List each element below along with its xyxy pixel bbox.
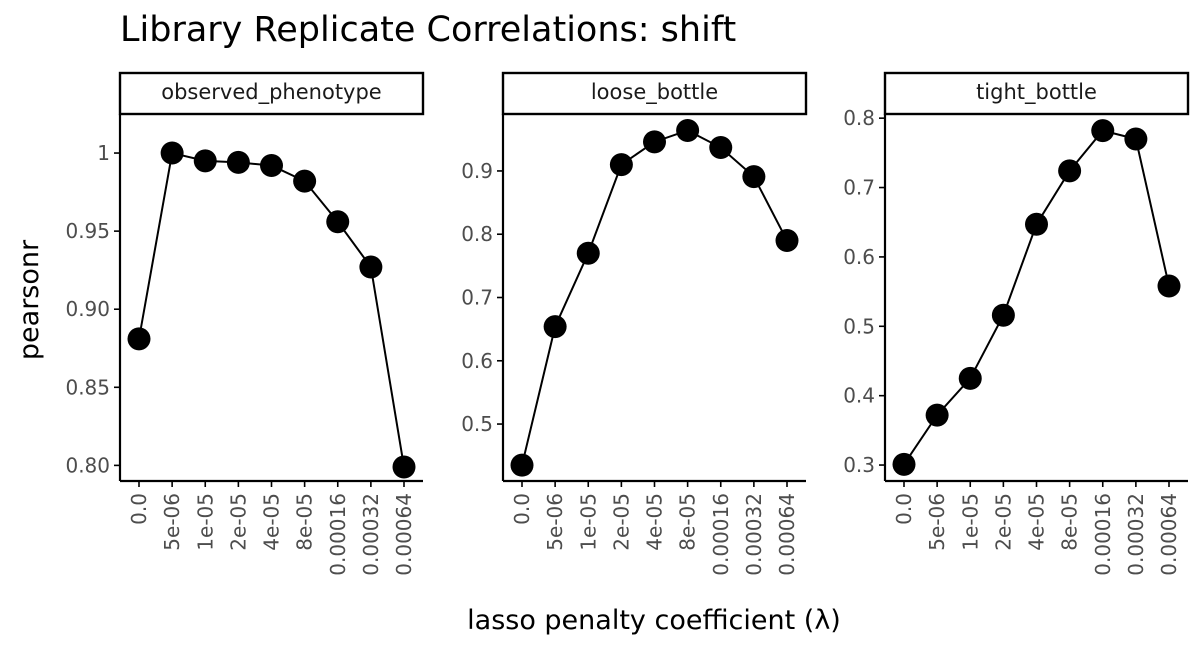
facet-strip — [501, 71, 808, 116]
x-tick-label: 5e-06 — [543, 493, 567, 551]
x-tick-label: 5e-06 — [925, 493, 949, 551]
x-tick-label: 0.0 — [892, 493, 916, 525]
facet-strip-label: loose_bottle — [591, 80, 718, 105]
series-line — [138, 151, 405, 468]
data-point — [1091, 119, 1115, 143]
x-tick-label: 0.00032 — [1124, 493, 1148, 576]
data-point — [676, 118, 700, 142]
x-tick-label: 0.0 — [510, 493, 534, 525]
data-point — [742, 165, 766, 189]
data-point — [293, 169, 317, 193]
y-tick-label: 0.6 — [461, 349, 493, 373]
y-tick-label: 0.8 — [461, 222, 493, 246]
data-point — [226, 150, 250, 174]
y-tick-label: 0.80 — [65, 453, 110, 477]
data-point — [326, 210, 350, 234]
facet-strip — [118, 71, 425, 116]
y-tick-label: 0.8 — [843, 106, 875, 130]
panel-observed-phenotype: observed_phenotype 0.80 0.85 0.90 0.95 1 0.0 5e… — [65, 71, 425, 576]
x-tick-label: 0.00016 — [1091, 493, 1115, 576]
x-tick-label: 0.00064 — [392, 493, 416, 576]
data-point — [709, 136, 733, 160]
x-tick-label: 4e-05 — [260, 493, 284, 551]
y-tick-label: 0.7 — [843, 176, 875, 200]
data-point — [359, 255, 383, 279]
x-tick-label: 2e-05 — [991, 493, 1015, 551]
x-tick-label: 0.00032 — [742, 493, 766, 576]
y-tick-label: 0.95 — [65, 219, 110, 243]
data-point — [643, 130, 666, 154]
data-point — [543, 315, 567, 339]
x-tick-label: 4e-05 — [1025, 493, 1049, 551]
x-tick-label: 0.00016 — [326, 493, 350, 576]
y-tick-label: 0.6 — [843, 245, 875, 269]
data-point — [609, 153, 633, 177]
x-tick-label: 2e-05 — [609, 493, 633, 551]
panel-tight-bottle: tight_bottle 0.3 0.4 0.5 0.6 0.7 0.8 0.0 5e-06 1e… — [843, 71, 1190, 576]
data-point — [892, 452, 916, 476]
data-point — [510, 453, 534, 477]
x-tick-label: 5e-06 — [160, 493, 184, 551]
x-tick-label: 1e-05 — [576, 493, 600, 551]
data-point — [775, 229, 799, 253]
data-point — [1058, 159, 1082, 183]
x-tick-label: 4e-05 — [643, 493, 667, 551]
data-point — [1124, 127, 1148, 151]
chart-title: Library Replicate Correlations: shift — [120, 10, 736, 50]
data-point — [1025, 212, 1048, 236]
y-tick-label: 0.90 — [65, 297, 110, 321]
data-point — [193, 149, 217, 173]
y-tick-label: 0.7 — [461, 286, 493, 310]
x-tick-label: 1e-05 — [958, 493, 982, 551]
data-point — [925, 403, 949, 427]
data-point — [260, 154, 283, 178]
x-tick-label: 1e-05 — [193, 493, 217, 551]
y-tick-label: 0.9 — [461, 159, 493, 183]
x-tick-label: 8e-05 — [293, 493, 317, 551]
data-point — [127, 327, 151, 351]
x-tick-label: 0.00064 — [775, 493, 799, 576]
y-tick-label: 0.5 — [461, 412, 493, 436]
facet-strip-label: tight_bottle — [976, 80, 1097, 105]
data-point — [1157, 274, 1181, 298]
y-tick-label: 0.5 — [843, 314, 875, 338]
data-point — [392, 455, 416, 479]
facet-panels: observed_phenotype 0.80 0.85 0.90 0.95 1 0.0 5e… — [65, 71, 1190, 576]
panel-loose-bottle: loose_bottle 0.5 0.6 0.7 0.8 0.9 0.0 5e-06 1e-05… — [461, 71, 808, 576]
y-axis-title: pearsonr — [14, 239, 45, 360]
y-tick-label: 0.85 — [65, 375, 110, 399]
y-tick-label: 0.3 — [843, 453, 875, 477]
data-point — [160, 141, 184, 165]
x-tick-label: 8e-05 — [1058, 493, 1082, 551]
facet-strip-label: observed_phenotype — [161, 80, 381, 105]
data-point — [958, 366, 982, 390]
x-tick-label: 2e-05 — [226, 493, 250, 551]
x-axis-title: lasso penalty coefficient (λ) — [467, 605, 841, 636]
x-tick-label: 0.00032 — [359, 493, 383, 576]
facet-strip — [883, 71, 1190, 116]
y-tick-label: 0.4 — [843, 384, 875, 408]
y-tick-label: 1 — [97, 141, 110, 165]
x-tick-label: 0.00016 — [709, 493, 733, 576]
x-tick-label: 0.0 — [127, 493, 151, 525]
x-tick-label: 8e-05 — [676, 493, 700, 551]
x-tick-label: 0.00064 — [1157, 493, 1181, 576]
data-point — [576, 241, 600, 265]
data-point — [991, 303, 1015, 327]
